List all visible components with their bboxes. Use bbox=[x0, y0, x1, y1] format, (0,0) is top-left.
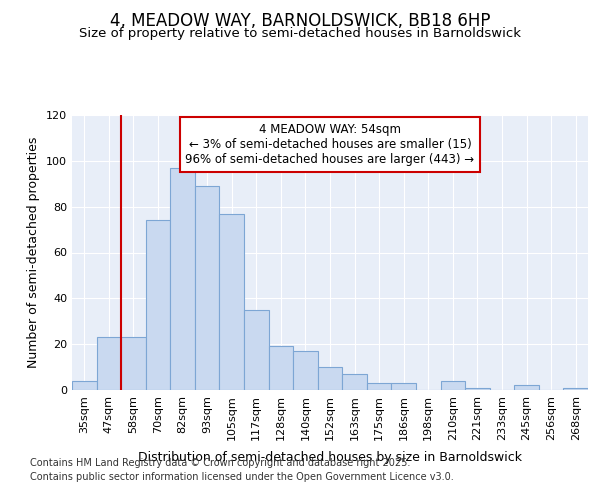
Bar bbox=[220, 214, 244, 390]
Bar bbox=[465, 388, 490, 390]
Bar bbox=[342, 374, 367, 390]
Bar bbox=[244, 310, 269, 390]
Text: Contains public sector information licensed under the Open Government Licence v3: Contains public sector information licen… bbox=[30, 472, 454, 482]
Y-axis label: Number of semi-detached properties: Number of semi-detached properties bbox=[28, 137, 40, 368]
Bar bbox=[146, 220, 170, 390]
X-axis label: Distribution of semi-detached houses by size in Barnoldswick: Distribution of semi-detached houses by … bbox=[138, 451, 522, 464]
Bar bbox=[514, 386, 539, 390]
Text: Contains HM Land Registry data © Crown copyright and database right 2025.: Contains HM Land Registry data © Crown c… bbox=[30, 458, 410, 468]
Bar bbox=[318, 367, 342, 390]
Bar bbox=[440, 381, 465, 390]
Text: 4, MEADOW WAY, BARNOLDSWICK, BB18 6HP: 4, MEADOW WAY, BARNOLDSWICK, BB18 6HP bbox=[110, 12, 490, 30]
Bar bbox=[170, 168, 195, 390]
Bar bbox=[293, 351, 318, 390]
Bar bbox=[563, 388, 588, 390]
Text: 4 MEADOW WAY: 54sqm
← 3% of semi-detached houses are smaller (15)
96% of semi-de: 4 MEADOW WAY: 54sqm ← 3% of semi-detache… bbox=[185, 123, 475, 166]
Bar bbox=[391, 383, 416, 390]
Bar bbox=[72, 381, 97, 390]
Bar bbox=[367, 383, 391, 390]
Bar bbox=[195, 186, 220, 390]
Bar bbox=[269, 346, 293, 390]
Bar bbox=[97, 338, 121, 390]
Bar bbox=[121, 338, 146, 390]
Text: Size of property relative to semi-detached houses in Barnoldswick: Size of property relative to semi-detach… bbox=[79, 28, 521, 40]
